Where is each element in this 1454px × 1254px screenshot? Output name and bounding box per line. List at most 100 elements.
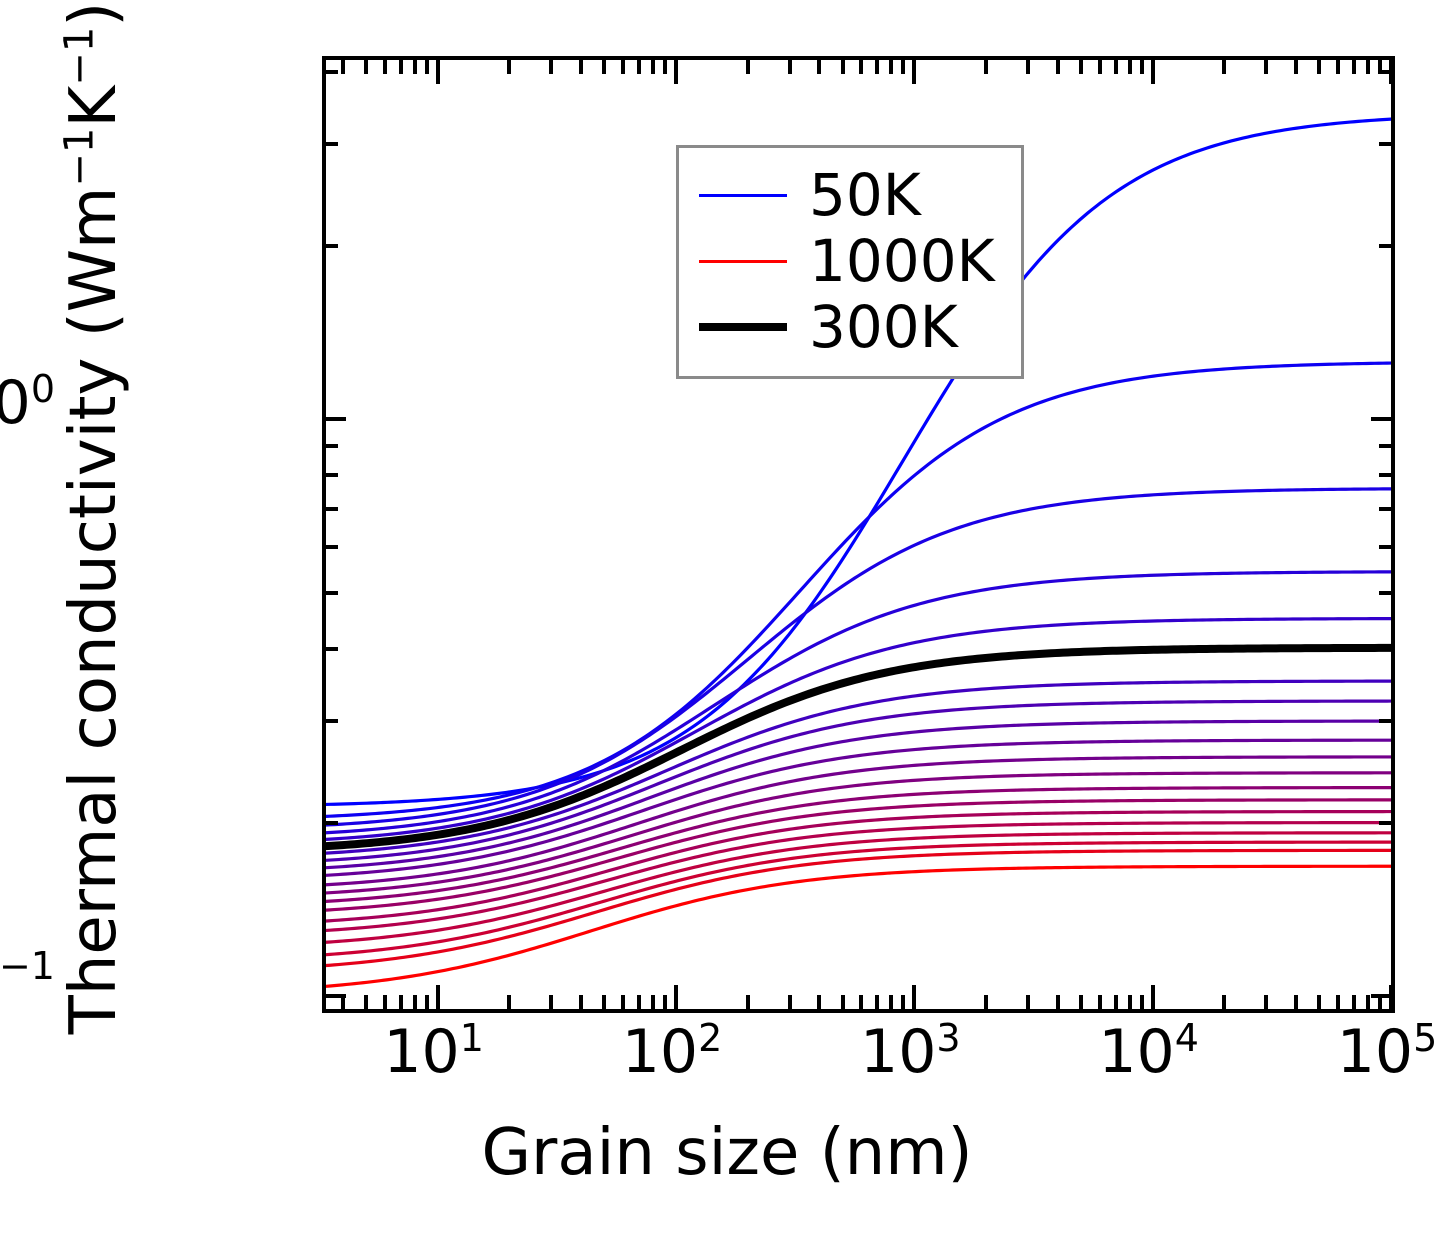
series-line <box>326 570 1391 835</box>
x-tick-major <box>1150 60 1155 84</box>
x-tick-minor <box>787 60 792 74</box>
series-line <box>326 755 1391 887</box>
x-tick-major <box>435 985 440 1009</box>
series-line <box>326 840 1391 957</box>
x-tick-minor <box>650 995 655 1009</box>
series-line <box>326 117 1391 807</box>
x-tick-minor <box>1139 60 1144 74</box>
y-tick-minor <box>326 545 338 550</box>
x-tick-minor <box>340 60 345 74</box>
y-tick-minor <box>1379 591 1391 596</box>
series-line <box>326 679 1391 855</box>
x-tick-label: 105 <box>1336 1016 1438 1087</box>
y-tick-minor <box>1379 142 1391 147</box>
y-tick-minor <box>1379 243 1391 248</box>
x-tick-minor <box>889 60 894 74</box>
x-tick-minor <box>1127 995 1132 1009</box>
x-tick-minor <box>1097 60 1102 74</box>
x-tick-minor <box>1113 60 1118 74</box>
series-line <box>326 864 1391 988</box>
x-tick-minor <box>1026 995 1031 1009</box>
x-tick-major <box>673 60 678 84</box>
legend-item: 300K <box>699 294 995 360</box>
y-axis-title-container: Thermal conductivity (Wm−1K−1) <box>54 2 134 1035</box>
x-tick-minor <box>901 60 906 74</box>
x-tick-major <box>1150 985 1155 1009</box>
plot-area: 50K 1000K 300K <box>322 56 1395 1013</box>
y-tick-minor <box>1379 443 1391 448</box>
x-tick-minor <box>549 60 554 74</box>
x-tick-minor <box>1097 995 1102 1009</box>
x-tick-minor <box>579 995 584 1009</box>
x-tick-minor <box>1365 60 1370 74</box>
x-tick-minor <box>1026 60 1031 74</box>
x-tick-major <box>912 60 917 84</box>
x-tick-label: 101 <box>383 1016 484 1087</box>
series-line <box>326 643 1391 851</box>
x-tick-minor <box>1055 60 1060 74</box>
x-tick-label: 104 <box>1098 1016 1199 1087</box>
series-line <box>326 809 1391 923</box>
x-tick-minor <box>787 995 792 1009</box>
y-tick-major <box>326 994 346 999</box>
x-tick-major <box>435 60 440 84</box>
x-axis-title: Grain size (nm) <box>481 1116 973 1190</box>
x-tick-minor <box>412 60 417 74</box>
x-tick-minor <box>1336 995 1341 1009</box>
y-tick-major <box>1371 417 1391 422</box>
x-tick-minor <box>817 995 822 1009</box>
legend-label: 300K <box>809 293 958 361</box>
series-line <box>326 848 1391 968</box>
y-tick-minor <box>1379 70 1391 75</box>
x-tick-minor <box>859 60 864 74</box>
x-tick-minor <box>889 995 894 1009</box>
x-tick-minor <box>507 60 512 74</box>
x-tick-minor <box>382 60 387 74</box>
x-tick-minor <box>875 995 880 1009</box>
x-tick-minor <box>1378 995 1383 1009</box>
series-line <box>326 616 1391 841</box>
x-tick-minor <box>637 995 642 1009</box>
x-tick-minor <box>1294 995 1299 1009</box>
x-tick-minor <box>579 60 584 74</box>
legend-item: 50K <box>699 162 995 228</box>
y-tick-minor <box>326 718 338 723</box>
y-tick-minor <box>326 443 338 448</box>
x-tick-minor <box>1317 995 1322 1009</box>
x-tick-minor <box>650 60 655 74</box>
x-tick-minor <box>984 60 989 74</box>
legend: 50K 1000K 300K <box>676 145 1024 379</box>
x-tick-minor <box>1378 60 1383 74</box>
y-tick-minor <box>326 506 338 511</box>
legend-item: 1000K <box>699 228 995 294</box>
series-line <box>326 699 1391 862</box>
y-tick-minor <box>1379 646 1391 651</box>
x-tick-minor <box>1352 60 1357 74</box>
legend-label: 50K <box>809 161 921 229</box>
x-tick-minor <box>840 995 845 1009</box>
x-tick-minor <box>1222 995 1227 1009</box>
x-tick-major <box>1389 985 1393 1009</box>
x-tick-minor <box>1078 60 1083 74</box>
x-tick-minor <box>637 60 642 74</box>
x-tick-minor <box>340 995 345 1009</box>
series-line <box>326 361 1391 818</box>
x-tick-minor <box>1055 995 1060 1009</box>
x-tick-minor <box>984 995 989 1009</box>
x-tick-minor <box>817 60 822 74</box>
x-tick-minor <box>1336 60 1341 74</box>
x-tick-minor <box>1113 995 1118 1009</box>
x-tick-minor <box>1264 60 1269 74</box>
x-tick-major <box>1389 60 1393 84</box>
x-tick-minor <box>901 995 906 1009</box>
y-tick-label: 100 <box>0 367 55 439</box>
x-tick-minor <box>602 60 607 74</box>
y-tick-minor <box>1379 820 1391 825</box>
x-tick-minor <box>1365 995 1370 1009</box>
legend-swatch-line-icon <box>699 259 787 263</box>
y-tick-minor <box>1379 545 1391 550</box>
y-tick-minor <box>1379 506 1391 511</box>
x-tick-minor <box>621 995 626 1009</box>
x-tick-minor <box>875 60 880 74</box>
